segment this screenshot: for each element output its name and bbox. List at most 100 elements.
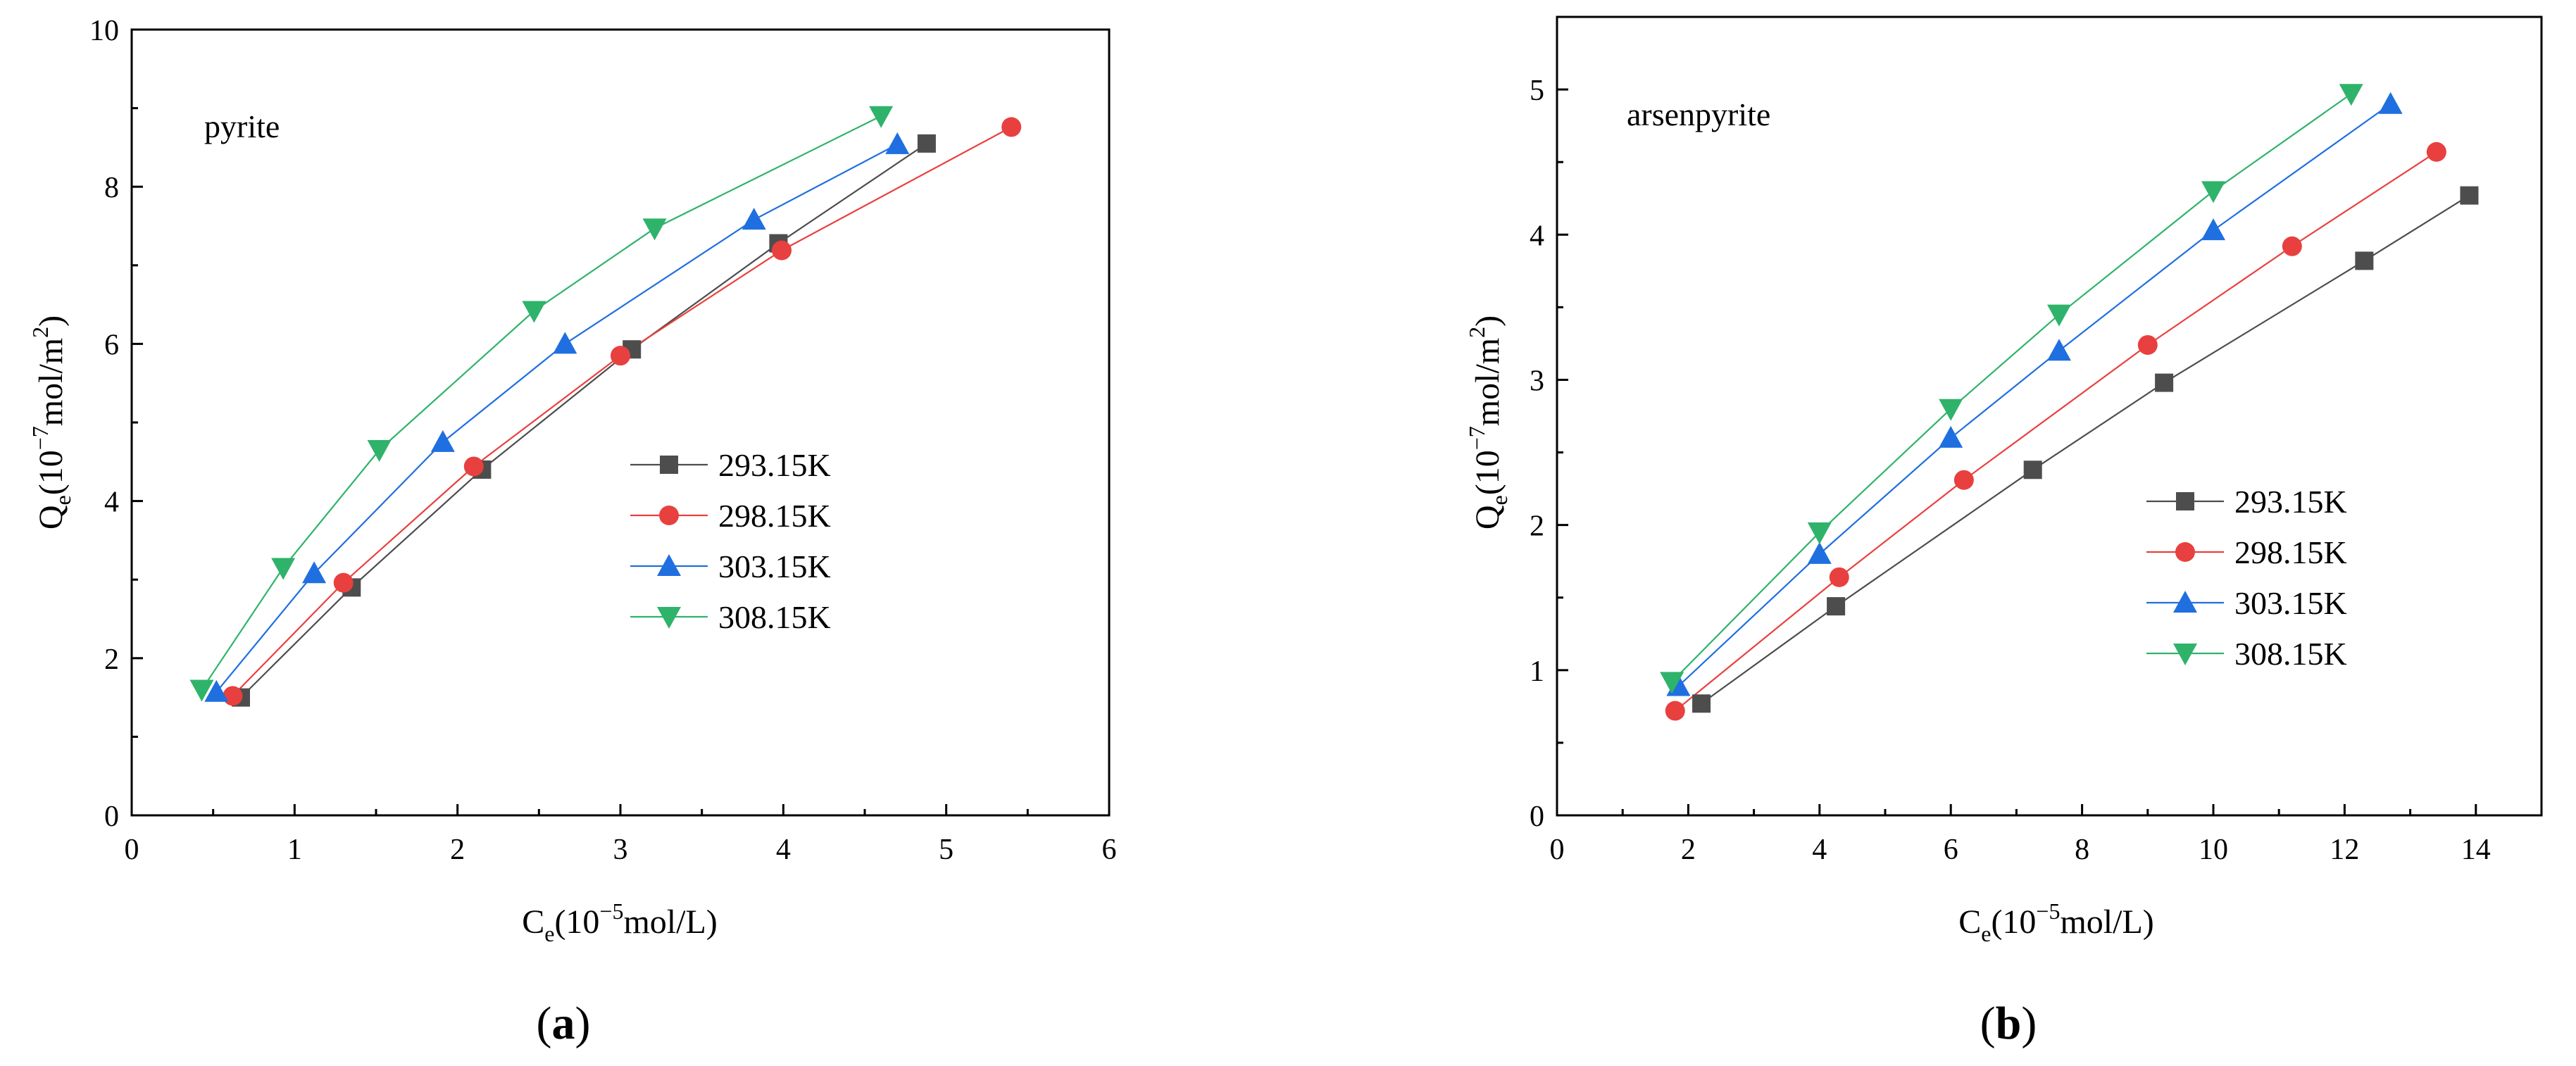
series-line-293.15K: [1701, 194, 2470, 705]
legend-label-308.15K: 308.15K: [718, 599, 831, 635]
series-lines-a: [201, 115, 1012, 698]
data-point-298.15K: [333, 572, 354, 593]
data-point-303.15K: [553, 332, 577, 354]
legend-marker-303.15K: [657, 554, 681, 576]
data-point-308.15K: [869, 106, 894, 128]
panel-caption-b: (b): [1980, 998, 2037, 1049]
y-tick-label-a: 4: [104, 487, 119, 519]
series-line-308.15K: [201, 115, 882, 691]
y-tick-label-b: 3: [1530, 365, 1544, 397]
series-line-303.15K: [215, 143, 898, 693]
data-point-308.15K: [522, 301, 546, 323]
x-tick-label-a: 0: [125, 834, 139, 866]
x-tick-label-b: 12: [2330, 834, 2359, 866]
legend-label-303.15K: 303.15K: [718, 548, 831, 584]
data-point-298.15K: [2426, 142, 2446, 162]
y-axis-label-b: Qe(10−7mol/m2): [1464, 315, 1512, 529]
legend-marker-303.15K: [2173, 591, 2197, 613]
plot-frame-a: [130, 28, 1111, 817]
data-point-293.15K: [1692, 694, 1711, 713]
data-point-303.15K: [1807, 541, 1832, 564]
data-point-293.15K: [1827, 597, 1846, 616]
legend-label-298.15K: 298.15K: [2234, 534, 2347, 570]
data-point-293.15K: [917, 134, 936, 153]
data-point-308.15K: [2046, 304, 2071, 327]
data-point-308.15K: [1939, 399, 1963, 421]
y-tick-label-b: 5: [1530, 75, 1544, 107]
data-point-298.15K: [223, 686, 243, 706]
annotation-arsenpyrite: arsenpyrite: [1627, 96, 1770, 132]
data-point-308.15K: [2339, 84, 2363, 106]
data-point-298.15K: [1829, 567, 1849, 587]
panel-caption-a: (a): [537, 998, 591, 1049]
y-tick-label-a: 6: [104, 329, 119, 361]
x-tick-label-b: 14: [2461, 834, 2491, 866]
y-tick-label-a: 0: [104, 801, 119, 833]
x-tick-label-a: 3: [613, 834, 628, 866]
data-point-308.15K: [367, 440, 392, 463]
legend-marker-308.15K: [2173, 644, 2197, 665]
series-line-303.15K: [1677, 103, 2391, 687]
data-point-298.15K: [1953, 470, 1974, 490]
data-point-293.15K: [2355, 251, 2374, 270]
series-markers-a: [189, 106, 1022, 707]
x-tick-label-b: 2: [1681, 834, 1696, 866]
data-point-303.15K: [885, 132, 910, 154]
series-line-308.15K: [1671, 93, 2352, 683]
data-point-303.15K: [430, 429, 455, 452]
series-markers-b: [1660, 84, 2479, 721]
data-point-298.15K: [1001, 117, 1022, 137]
legend-label-293.15K: 293.15K: [2234, 484, 2347, 520]
data-point-298.15K: [611, 346, 630, 366]
legend-b: 293.15K 298.15K 303.15K 308.15K: [2146, 484, 2347, 672]
legend-marker-293.15K: [660, 456, 678, 474]
legend-marker-298.15K: [2175, 542, 2195, 562]
data-point-303.15K: [2046, 339, 2071, 361]
data-point-298.15K: [772, 240, 792, 261]
series-lines-b: [1671, 93, 2470, 712]
series-line-298.15K: [232, 126, 1012, 697]
legend-label-308.15K: 308.15K: [2234, 636, 2347, 672]
x-tick-label-b: 8: [2075, 834, 2089, 866]
data-point-303.15K: [1939, 425, 1963, 448]
legend-label-298.15K: 298.15K: [718, 498, 831, 534]
data-point-298.15K: [2282, 236, 2302, 256]
x-tick-label-b: 10: [2199, 834, 2228, 866]
data-point-293.15K: [2460, 186, 2479, 205]
series-line-298.15K: [1675, 151, 2437, 712]
legend-marker-308.15K: [657, 607, 681, 629]
y-tick-label-a: 8: [104, 172, 119, 204]
data-point-303.15K: [302, 561, 327, 584]
y-tick-label-a: 10: [89, 15, 119, 47]
x-axis-label-b: Ce(10−5mol/L): [1958, 898, 2154, 946]
x-tick-label-b: 0: [1550, 834, 1565, 866]
data-point-298.15K: [2137, 334, 2158, 355]
data-point-293.15K: [2023, 460, 2042, 479]
legend-label-293.15K: 293.15K: [718, 447, 831, 483]
data-point-303.15K: [204, 679, 229, 702]
data-point-308.15K: [642, 218, 667, 241]
y-tick-label-b: 0: [1530, 801, 1544, 833]
data-point-293.15K: [2155, 373, 2174, 392]
x-tick-label-a: 1: [287, 834, 302, 866]
legend-marker-298.15K: [659, 506, 679, 525]
x-tick-label-b: 6: [1944, 834, 1958, 866]
panel-a: 0 1 2 3 4 5 6 0 2 4 6 8 10 pyrite Ce(10−5mol/L) Qe(1…: [27, 15, 1117, 1049]
series-line-293.15K: [240, 142, 927, 698]
ticks-a: 0 1 2 3 4 5 6 0 2 4 6 8 10: [89, 15, 1117, 866]
data-point-303.15K: [742, 208, 766, 230]
data-point-308.15K: [2201, 181, 2225, 203]
data-point-298.15K: [463, 456, 484, 477]
data-point-308.15K: [271, 558, 296, 580]
data-point-308.15K: [1807, 522, 1832, 544]
x-tick-label-b: 4: [1812, 834, 1827, 866]
x-tick-label-a: 5: [939, 834, 954, 866]
y-tick-label-b: 1: [1530, 656, 1544, 688]
x-tick-label-a: 4: [776, 834, 791, 866]
data-point-308.15K: [1660, 672, 1684, 694]
annotation-pyrite: pyrite: [204, 108, 280, 144]
y-axis-label-a: Qe(10−7mol/m2): [27, 315, 75, 529]
